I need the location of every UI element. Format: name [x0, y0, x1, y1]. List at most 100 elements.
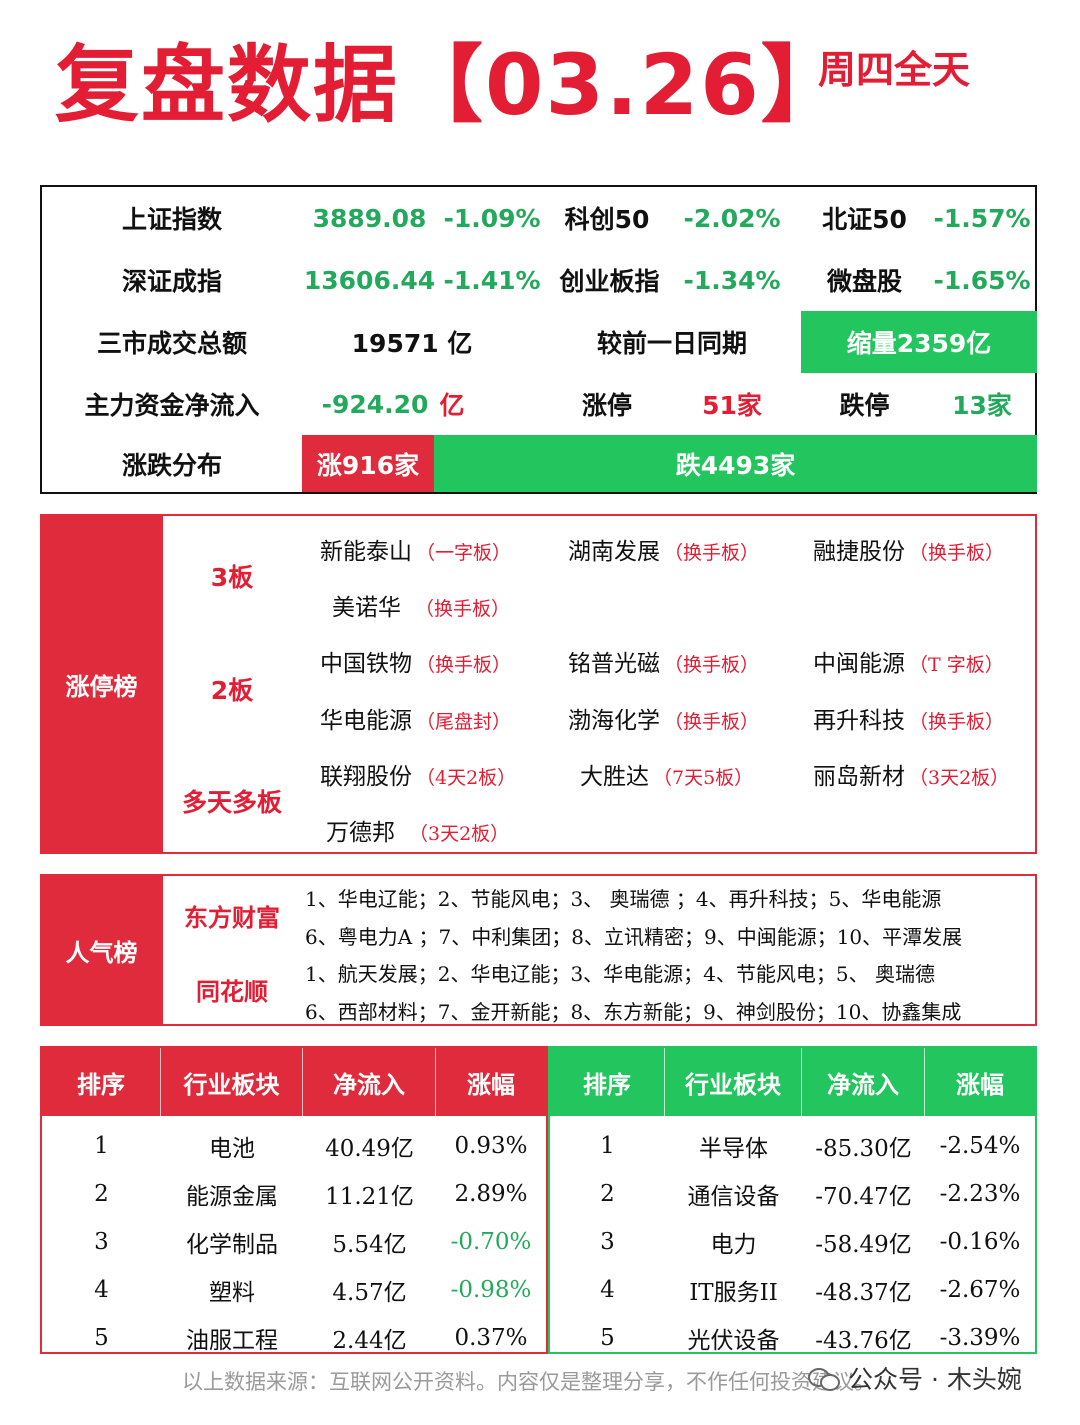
sector-inflow-table: 排序 行业板块 净流入 涨幅 1 电池 40.49亿 0.93% 2 能源金属 11.21亿…	[40, 1046, 548, 1354]
popularity-board-title: 人气榜	[42, 876, 161, 1024]
sector-flow: -48.37亿	[815, 1280, 912, 1306]
level-label-2: 2板	[210, 676, 254, 705]
shanghai-index-change: -1.09%	[443, 203, 541, 233]
header-flow: 净流入	[303, 1048, 436, 1116]
divider	[161, 516, 163, 852]
sector-change: 0.37%	[454, 1325, 528, 1351]
header-sector: 行业板块	[665, 1048, 802, 1116]
limit-down-label: 跌停	[839, 391, 890, 420]
kechuang-index-name: 科创50	[564, 205, 650, 234]
limit-up-board-title: 涨停榜	[42, 516, 161, 852]
limit-up-stock: 再升科技 （换手板）	[813, 708, 1005, 734]
table-row: 5 油服工程 2.44亿 0.37%	[42, 1314, 546, 1362]
popularity-line: 6、西部材料；7、金开新能；8、东方新能；9、神剑股份；10、协鑫集成	[305, 1000, 962, 1024]
table-row: 3 电力 -58.49亿 -0.16%	[550, 1218, 1035, 1266]
sector-flow: -43.76亿	[815, 1328, 912, 1354]
limit-up-stock: 丽岛新材 （3天2板）	[813, 764, 1010, 790]
sector-change: 2.89%	[454, 1181, 528, 1207]
sector-flow: 4.57亿	[332, 1280, 407, 1306]
shenzhen-index-name: 深证成指	[121, 267, 222, 296]
wechat-icon	[808, 1366, 840, 1391]
sector-outflow-table: 排序 行业板块 净流入 涨幅 1 半导体 -85.30亿 -2.54% 2 通信设备 -70…	[548, 1046, 1037, 1354]
table-row: 2 通信设备 -70.47亿 -2.23%	[550, 1170, 1035, 1218]
source-note: 以上数据来源：互联网公开资料。内容仅是整理分享，不作任何投资建议。	[182, 1370, 875, 1394]
turnover-compare-badge: 缩量2359亿	[801, 311, 1037, 373]
header-change: 涨幅	[436, 1048, 546, 1116]
table-row: 2 能源金属 11.21亿 2.89%	[42, 1170, 546, 1218]
limit-up-stock: 新能泰山 （一字板）	[320, 539, 512, 565]
table-row: 3 化学制品 5.54亿 -0.70%	[42, 1218, 546, 1266]
limit-up-stock: 融捷股份 （换手板）	[813, 539, 1005, 565]
main-flow-unit: 亿	[439, 391, 465, 420]
limit-up-count: 51家	[702, 391, 762, 420]
limit-up-stock: 联翔股份 （4天2板）	[320, 764, 517, 790]
divider	[161, 876, 163, 1024]
limit-up-stock: 美诺华 （换手板）	[332, 595, 511, 621]
limit-down-count: 13家	[952, 391, 1012, 420]
table-row: 5 光伏设备 -43.76亿 -3.39%	[550, 1314, 1035, 1362]
sector-rank: 1	[600, 1133, 615, 1159]
header-sector: 行业板块	[161, 1048, 303, 1116]
sector-name: 通信设备	[687, 1184, 780, 1210]
table-row: 1 电池 40.49亿 0.93%	[42, 1122, 546, 1170]
sector-flow: 5.54亿	[332, 1232, 407, 1258]
shenzhen-index-change: -1.41%	[443, 265, 541, 295]
popularity-board: 人气榜 东方财富 同花顺 1、华电辽能；2、节能风电；3、 奥瑞德 ；4、再升科…	[40, 874, 1037, 1026]
sector-change: -2.67%	[939, 1277, 1021, 1303]
limit-up-stock: 大胜达 （7天5板）	[580, 764, 754, 790]
sector-change: -3.39%	[939, 1325, 1021, 1351]
sector-name: 油服工程	[186, 1328, 278, 1354]
chuangye-index-name: 创业板指	[559, 267, 660, 296]
source-label-tonghuashun: 同花顺	[196, 978, 268, 1006]
limit-up-stock: 中闽能源 （T 字板）	[813, 651, 1004, 677]
chuangye-index-change: -1.34%	[683, 265, 781, 295]
sector-change: -2.23%	[939, 1181, 1021, 1207]
limit-up-stock: 铭普光磁 （换手板）	[568, 651, 760, 677]
sector-change: -0.98%	[450, 1277, 532, 1303]
limit-up-stock: 万德邦 （3天2板）	[326, 820, 510, 846]
shanghai-index-value: 3889.08	[312, 203, 427, 233]
limit-up-stock: 渤海化学 （换手板）	[568, 708, 760, 734]
shenzhen-index-value: 13606.44	[303, 265, 436, 295]
page-title: 复盘数据【03.26】	[55, 36, 847, 134]
turnover-compare-label: 较前一日同期	[596, 329, 747, 358]
header: 复盘数据【03.26】 周四全天	[0, 0, 1080, 170]
weipan-index-change: -1.65%	[933, 265, 1031, 295]
sector-flow: -70.47亿	[815, 1184, 912, 1210]
weipan-index-name: 微盘股	[826, 267, 902, 296]
sector-rank: 1	[94, 1133, 109, 1159]
limit-up-label: 涨停	[581, 391, 632, 420]
sector-rank: 4	[94, 1277, 109, 1303]
sector-name: 能源金属	[186, 1184, 278, 1210]
sector-flow: -85.30亿	[815, 1136, 912, 1162]
sector-name: 化学制品	[186, 1232, 278, 1258]
sector-flow: 2.44亿	[332, 1328, 407, 1354]
sector-change: -2.54%	[939, 1133, 1021, 1159]
level-label-multi: 多天多板	[181, 788, 282, 817]
sector-rank: 5	[94, 1325, 109, 1351]
popularity-line: 1、华电辽能；2、节能风电；3、 奥瑞德 ；4、再升科技；5、华电能源	[305, 887, 942, 911]
sector-change: -0.70%	[450, 1229, 532, 1255]
sector-rank: 5	[600, 1325, 615, 1351]
limit-up-stock: 中国铁物 （换手板）	[320, 651, 512, 677]
beizheng-index-name: 北证50	[822, 205, 907, 234]
kechuang-index-change: -2.02%	[683, 203, 781, 233]
sector-name: 半导体	[699, 1136, 768, 1162]
sector-name: 电力	[710, 1232, 757, 1258]
sector-change: -0.16%	[939, 1229, 1021, 1255]
table-header: 排序 行业板块 净流入 涨幅	[42, 1048, 546, 1116]
sector-rank: 2	[94, 1181, 109, 1207]
distribution-up-segment: 涨916家	[302, 435, 434, 492]
distribution-bar: 涨916家 跌4493家	[302, 435, 1037, 492]
sector-rank: 3	[94, 1229, 109, 1255]
table-row: 4 IT服务II -48.37亿 -2.67%	[550, 1266, 1035, 1314]
sector-name: IT服务II	[689, 1280, 778, 1306]
table-row: 1 半导体 -85.30亿 -2.54%	[550, 1122, 1035, 1170]
sector-flow: 40.49亿	[325, 1136, 414, 1162]
sector-rank: 4	[600, 1277, 615, 1303]
index-summary-table: 上证指数 3889.08 -1.09% 科创50 -2.02% 北证50 -1.…	[40, 185, 1037, 494]
header-change: 涨幅	[925, 1048, 1035, 1116]
sector-name: 电池	[209, 1136, 255, 1162]
sector-name: 光伏设备	[687, 1328, 780, 1354]
limit-up-stock: 华电能源 （尾盘封）	[320, 708, 512, 734]
